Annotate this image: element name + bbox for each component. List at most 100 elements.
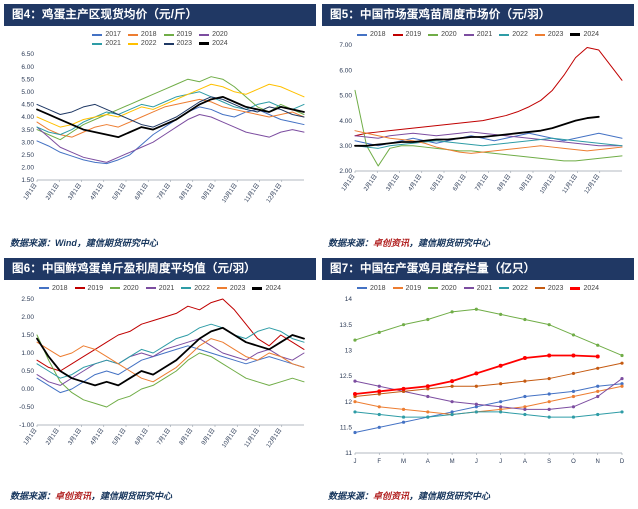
svg-text:12月1日: 12月1日 [265,427,283,449]
chart-title: 图7：中国在产蛋鸡月度存栏量（亿只） [330,262,536,275]
source-segment: ，建信期货研究中心 [91,491,173,501]
svg-text:A: A [426,459,430,465]
chart-legend: 2017 2018 2019 2020 2021 2022 2023 2024 [76,31,244,47]
legend-label: 2018 [140,31,157,39]
legend-label: 2022 [512,31,528,39]
svg-text:3月1日: 3月1日 [385,174,401,193]
svg-text:3.00: 3.00 [339,143,352,150]
svg-text:8月1日: 8月1日 [178,183,194,202]
chart-header-fig7: 图7：中国在产蛋鸡月度存栏量（亿只） [322,257,634,280]
svg-text:A: A [523,459,527,465]
svg-text:4月1日: 4月1日 [89,427,105,446]
svg-text:0.00: 0.00 [21,386,34,393]
legend-swatch [570,286,581,290]
legend-label: 2023 [547,284,564,292]
line-chart-fig4: 1.50 2.00 2.50 3.00 3.50 4.00 4.50 5.00 5.50 6.00… [21,52,305,205]
chart-panel-fig6: 图6：中国鲜鸡蛋单斤盈利周度平均值（元/羽） 2018 2019 2020 2021 2… [4,257,316,505]
source-segment: 卓创资讯 [373,491,410,501]
legend-label: 2021 [476,31,493,39]
svg-text:2.50: 2.50 [21,296,34,303]
svg-text:3.00: 3.00 [21,140,34,147]
legend-label: 2023 [176,40,193,48]
chart-header-fig5: 图5：中国市场蛋鸡苗周度市场价（元/羽） [322,4,634,27]
chart-body-fig6: 2018 2019 2020 2021 2022 2023 2024 -1.00 -0.50 0… [4,280,316,505]
svg-text:9月1日: 9月1日 [518,174,534,193]
chart-header-fig4: 图4：鸡蛋主产区现货均价（元/斤） [4,4,316,27]
legend-item-2024: 2024 [570,285,599,292]
chart-body-fig5: 2018 2019 2020 2021 2022 2023 2024 2.00 3.00 4.0… [322,26,634,251]
svg-text:5月1日: 5月1日 [111,427,127,446]
svg-text:12: 12 [345,399,353,406]
svg-text:M: M [401,459,406,465]
data-source: 数据来源：Wind，建信期货研究中心 [8,234,312,250]
svg-text:2月1日: 2月1日 [44,183,60,202]
legend-label: 2018 [369,284,386,292]
svg-text:0.50: 0.50 [21,368,34,375]
svg-text:3.50: 3.50 [21,127,34,134]
legend-swatch [163,42,174,45]
legend-swatch [181,287,192,290]
legend-label: 2020 [441,284,457,292]
legend-swatch [463,33,474,36]
svg-text:6月1日: 6月1日 [451,174,467,193]
svg-text:5月1日: 5月1日 [111,183,127,202]
svg-text:J: J [499,459,502,465]
legend-swatch [127,42,138,45]
data-source: 数据来源：卓创资讯，建信期货研究中心 [326,234,630,250]
legend-label: 2022 [512,284,528,292]
line-chart-fig6: -1.00 -0.50 0.00 0.50 1.00 1.50 2.00 2.50 1月1日 2月… [19,296,305,449]
legend-label: 2019 [87,284,104,292]
source-segment: ，建信期货研究中心 [409,237,491,248]
legend-swatch [92,33,103,36]
svg-text:7.00: 7.00 [339,43,352,50]
svg-text:11月1日: 11月1日 [561,174,579,196]
svg-text:5.50: 5.50 [21,77,34,84]
svg-text:2.00: 2.00 [339,169,352,176]
legend-label: 2023 [547,31,564,39]
svg-text:1.50: 1.50 [21,178,34,185]
chart-legend: 2018 2019 2020 2021 2022 2023 2024 [356,284,599,292]
legend-item-2020: 2020 [199,31,228,38]
svg-text:1.00: 1.00 [21,350,34,357]
source-segment: 数据来源： [10,491,56,501]
legend-item-2021: 2021 [463,284,493,292]
legend-item-2018: 2018 [356,284,386,292]
legend-item-2020: 2020 [428,285,457,292]
legend-swatch [92,42,103,45]
svg-text:1月1日: 1月1日 [22,183,38,202]
legend-swatch [534,33,545,36]
legend-item-2023: 2023 [534,31,564,39]
chart-panel-fig4: 图4：鸡蛋主产区现货均价（元/斤） 2017 2018 2019 2020 2021 20… [4,4,316,252]
legend-label: 2019 [405,31,422,39]
svg-text:6月1日: 6月1日 [133,183,149,202]
legend-item-2022: 2022 [499,31,528,38]
svg-text:2月1日: 2月1日 [44,427,60,446]
legend-swatch [110,287,121,290]
legend-label: 2021 [476,284,493,292]
svg-text:N: N [596,459,600,465]
svg-text:8月1日: 8月1日 [496,174,512,193]
legend-item-2020: 2020 [428,31,457,38]
legend-item-2021: 2021 [92,40,121,47]
legend-item-2022: 2022 [499,285,528,292]
data-source: 数据来源：卓创资讯，建信期货研究中心 [326,487,630,503]
legend-swatch [392,33,403,36]
chart-title: 图6：中国鲜鸡蛋单斤盈利周度平均值（元/羽） [12,262,256,275]
svg-text:4.00: 4.00 [339,118,352,125]
source-segment: 数据来源： [328,237,374,248]
legend-label: 2017 [105,31,121,39]
legend-label: 2024 [265,284,282,292]
legend-label: 2019 [176,31,193,39]
chart-title: 图5：中国市场蛋鸡苗周度市场价（元/羽） [330,9,551,21]
line-chart-fig5: 2.00 3.00 4.00 5.00 6.00 7.00 1月1日 2月1日 3月1日 4月1日… [339,43,623,196]
svg-text:-0.50: -0.50 [19,404,34,411]
legend-swatch [392,287,403,290]
legend-swatch [145,287,156,290]
legend-item-2022: 2022 [181,285,210,292]
svg-text:4月1日: 4月1日 [407,174,423,193]
source-segment: 数据来源： [328,491,374,501]
svg-text:6.00: 6.00 [339,68,352,75]
source-segment: 卓创资讯 [373,237,410,248]
svg-text:11月1日: 11月1日 [243,427,261,449]
